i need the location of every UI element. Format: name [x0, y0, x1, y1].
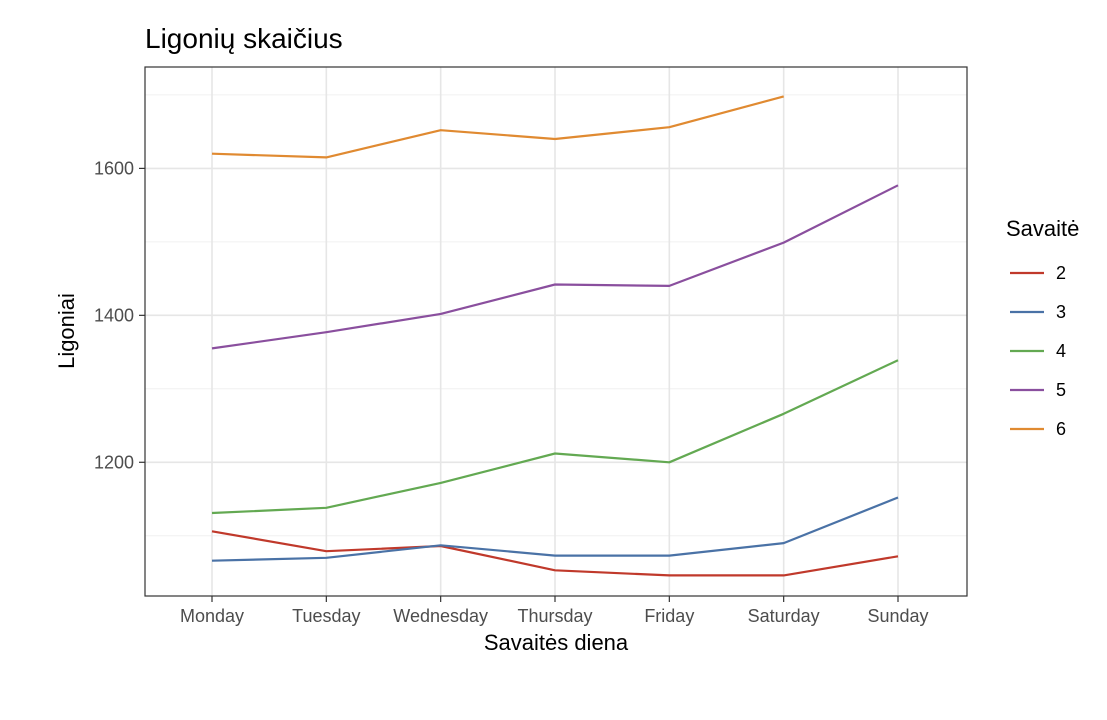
series-lines — [211, 95, 899, 577]
y-axis-ticks: 1200 1400 1600 — [94, 158, 145, 472]
legend-label-3: 3 — [1056, 302, 1066, 322]
series-line-4 — [211, 359, 899, 515]
legend-label-2: 2 — [1056, 263, 1066, 283]
x-axis-title: Savaitės diena — [484, 630, 629, 655]
y-tick-label: 1400 — [94, 305, 134, 325]
major-grid — [145, 67, 967, 596]
y-axis-title: Ligoniai — [54, 293, 79, 369]
minor-grid — [145, 94, 967, 537]
series-line-3 — [211, 496, 899, 562]
legend-label-6: 6 — [1056, 419, 1066, 439]
x-tick-label: Friday — [644, 606, 694, 626]
x-tick-label: Tuesday — [292, 606, 360, 626]
legend-label-5: 5 — [1056, 380, 1066, 400]
x-tick-label: Wednesday — [393, 606, 488, 626]
legend-label-4: 4 — [1056, 341, 1066, 361]
legend: Savaitė 2 3 4 5 6 — [1006, 216, 1079, 439]
series-line-6 — [211, 95, 784, 159]
chart-title: Ligonių skaičius — [145, 23, 343, 54]
x-tick-label: Saturday — [748, 606, 820, 626]
y-tick-label: 1200 — [94, 452, 134, 472]
x-tick-label: Thursday — [517, 606, 592, 626]
series-line-5 — [211, 184, 899, 350]
plot-border — [144, 66, 968, 597]
legend-title: Savaitė — [1006, 216, 1079, 241]
x-axis-ticks: Monday Tuesday Wednesday Thursday Friday Satu… — [180, 596, 929, 626]
y-tick-label: 1600 — [94, 158, 134, 178]
x-tick-label: Monday — [180, 606, 244, 626]
x-tick-label: Sunday — [867, 606, 928, 626]
series-line-2 — [211, 530, 899, 577]
